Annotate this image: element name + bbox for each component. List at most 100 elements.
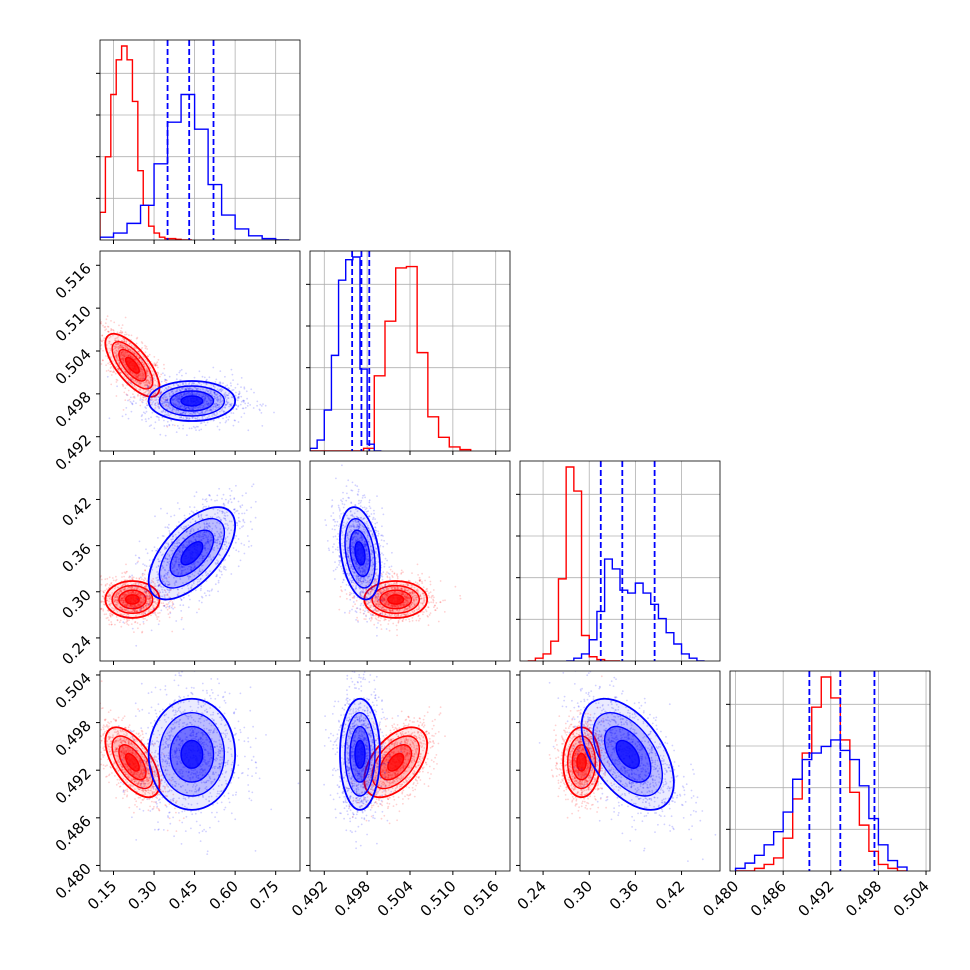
sample-point [137, 375, 140, 377]
sample-point [132, 393, 134, 395]
sample-point [144, 604, 147, 607]
sample-point [167, 401, 170, 404]
sample-point [127, 592, 130, 595]
sample-point [171, 601, 174, 604]
sample-point [146, 369, 149, 371]
sample-point [144, 617, 146, 620]
sample-point [219, 381, 222, 384]
sample-point [136, 598, 139, 601]
sample-point [157, 403, 160, 406]
sample-point [200, 404, 203, 407]
sample-point [233, 497, 236, 500]
sample-point [148, 601, 151, 604]
sample-point [170, 606, 173, 609]
sample-point [219, 576, 221, 579]
sample-point [153, 399, 156, 401]
sample-point [115, 355, 118, 358]
sample-point [214, 393, 216, 396]
sample-point [143, 580, 146, 582]
sample-point [201, 375, 204, 378]
sample-point [107, 595, 110, 598]
sample-point [212, 384, 215, 387]
sample-point [238, 393, 240, 396]
sample-point [193, 411, 195, 414]
sample-point [202, 393, 205, 395]
sample-point [195, 509, 198, 512]
sample-point [214, 386, 216, 389]
sample-point [169, 407, 172, 410]
sample-point [185, 418, 188, 420]
sample-point [149, 376, 151, 378]
sample-point [130, 605, 132, 608]
sample-point [132, 592, 135, 595]
sample-point [150, 378, 153, 381]
sample-point [146, 604, 149, 607]
sample-point [117, 343, 119, 346]
sample-point [116, 346, 119, 349]
sample-point [108, 619, 110, 622]
sample-point [124, 587, 127, 589]
sample-point [147, 389, 150, 392]
sample-point [239, 505, 242, 507]
sample-point [166, 425, 169, 428]
sample-point [201, 415, 204, 418]
sample-point [140, 612, 143, 615]
sample-point [193, 506, 196, 509]
sample-point [120, 346, 123, 348]
sample-point [109, 347, 111, 350]
sample-point [183, 411, 185, 413]
sample-point [178, 395, 181, 398]
sample-point [139, 598, 142, 601]
sample-point [392, 622, 395, 625]
sample-point [154, 402, 157, 405]
sample-point [165, 413, 168, 416]
sample-point [172, 384, 175, 387]
sample-point [176, 384, 179, 387]
sample-point [229, 494, 232, 497]
sample-point [219, 401, 222, 404]
sample-point [121, 383, 124, 386]
sample-point [168, 607, 171, 609]
sample-point [164, 399, 167, 402]
sample-point [162, 410, 165, 413]
sample-point [116, 592, 118, 594]
sample-point [207, 402, 210, 404]
sample-point [133, 397, 136, 399]
sample-point [355, 599, 358, 602]
sample-point [395, 624, 398, 627]
sample-point [200, 595, 203, 598]
sample-point [108, 598, 111, 600]
sample-point [177, 412, 179, 414]
sample-point [216, 393, 219, 395]
sample-point [136, 604, 139, 607]
sample-point [433, 596, 435, 599]
density-contour [124, 356, 140, 374]
sample-point [138, 357, 141, 360]
sample-point [172, 398, 175, 401]
sample-point [170, 391, 173, 393]
sample-point [139, 369, 142, 371]
sample-point [167, 403, 170, 406]
sample-point [144, 351, 147, 354]
sample-point [169, 403, 171, 406]
sample-point [141, 347, 144, 349]
sample-point [166, 388, 168, 391]
sample-point [144, 569, 147, 572]
sample-point [194, 386, 197, 389]
sample-point [184, 393, 187, 396]
sample-point [122, 601, 125, 604]
sample-point [139, 595, 141, 598]
sample-point [167, 602, 170, 604]
sample-point [123, 357, 125, 360]
sample-point [124, 608, 126, 611]
sample-point [142, 621, 145, 623]
sample-point [167, 405, 169, 408]
panel-0-0 [96, 39, 301, 244]
sample-point [137, 355, 140, 358]
sample-point [215, 406, 218, 409]
sample-point [122, 616, 125, 618]
sample-point [205, 417, 207, 420]
sample-point [166, 603, 169, 606]
sample-point [135, 354, 138, 357]
